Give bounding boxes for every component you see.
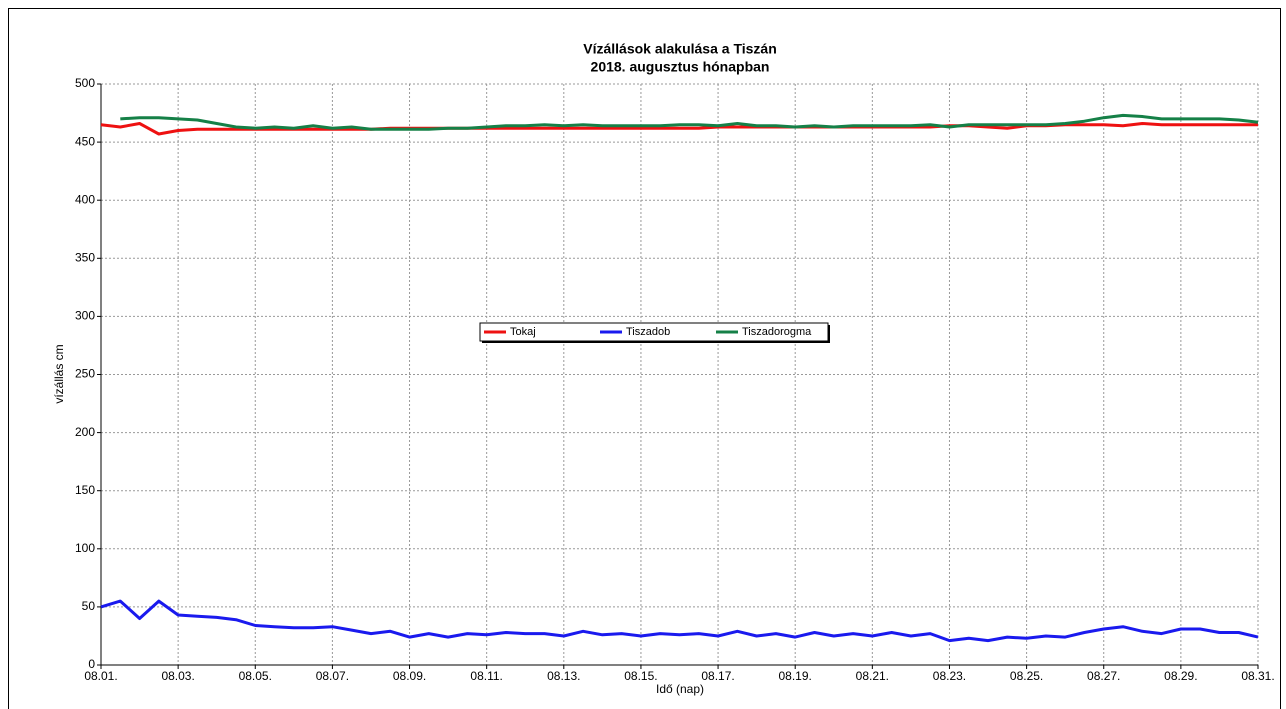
- x-tick-label: 08.21.: [856, 669, 889, 683]
- x-tick-label: 08.09.: [393, 669, 426, 683]
- x-tick-label: 08.11.: [470, 669, 502, 683]
- legend-label: Tiszadorogma: [742, 326, 812, 338]
- x-tick-label: 08.03.: [161, 669, 194, 683]
- y-tick-label: 100: [75, 541, 95, 555]
- y-tick-label: 400: [75, 192, 95, 206]
- x-tick-label: 08.17.: [701, 669, 734, 683]
- x-tick-label: 08.01.: [84, 669, 117, 683]
- y-tick-label: 50: [82, 599, 96, 613]
- frame: [8, 8, 1281, 709]
- legend: [479, 322, 829, 342]
- x-tick-label: 08.23.: [933, 669, 966, 683]
- x-tick-label: 08.19.: [779, 669, 812, 683]
- x-tick-label: 08.31.: [1241, 669, 1274, 683]
- series-line: [120, 113, 1259, 131]
- y-tick-label: 500: [75, 76, 95, 90]
- y-tick-label: 0: [88, 657, 95, 671]
- y-tick-label: 150: [75, 483, 95, 497]
- x-axis-label: Idő (nap): [656, 682, 704, 696]
- x-tick-label: 08.27.: [1087, 669, 1120, 683]
- legend-label: Tiszadob: [626, 326, 670, 338]
- x-tick-label: 08.15.: [624, 669, 657, 683]
- y-tick-label: 250: [75, 367, 95, 381]
- x-tick-label: 08.05.: [239, 669, 272, 683]
- y-tick-label: 450: [75, 134, 95, 148]
- y-tick-label: 200: [75, 425, 95, 439]
- x-tick-label: 08.13.: [547, 669, 580, 683]
- y-tick-label: 350: [75, 250, 95, 264]
- x-tick-label: 08.07.: [316, 669, 349, 683]
- series-line: [100, 599, 1259, 643]
- chart-subtitle: 2018. augusztus hónapban: [591, 59, 770, 75]
- y-tick-label: 300: [75, 309, 95, 323]
- legend-label: Tokaj: [510, 326, 536, 338]
- chart-title: Vízállások alakulása a Tiszán: [583, 41, 777, 57]
- x-tick-label: 08.29.: [1164, 669, 1197, 683]
- y-axis-label: vízállás cm: [52, 344, 66, 403]
- x-tick-label: 08.25.: [1010, 669, 1043, 683]
